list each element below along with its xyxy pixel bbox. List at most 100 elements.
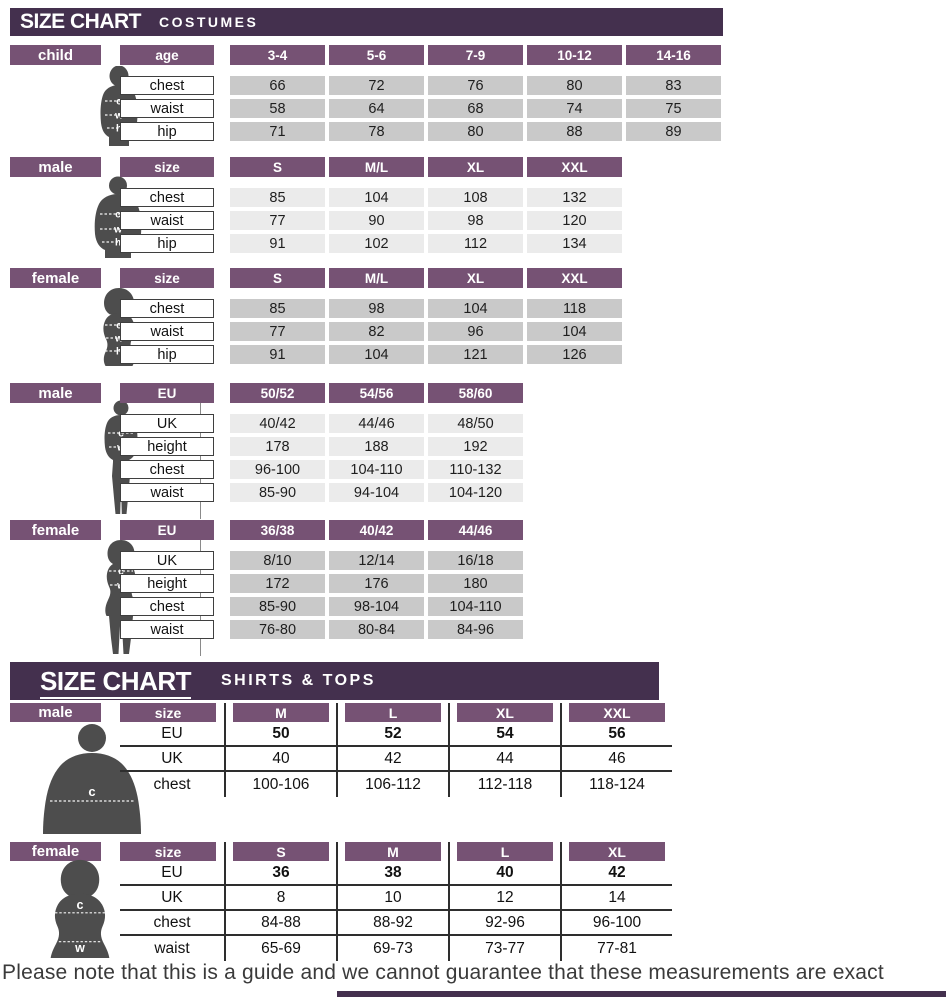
row-label: chest	[120, 911, 224, 936]
value-cell: 104-110	[428, 597, 523, 616]
value-cell: 88-92	[336, 911, 448, 936]
column-header-cell: M	[224, 703, 336, 722]
column-header: M/L	[329, 268, 424, 288]
value-cell: 80-84	[329, 620, 424, 639]
row-spacer	[120, 69, 725, 72]
row-label: waist	[120, 620, 214, 639]
value-cell: 96-100	[560, 911, 672, 936]
value-cell: 76-80	[230, 620, 325, 639]
value-cell: 66	[230, 76, 325, 95]
hip-letter: h	[116, 347, 122, 358]
column-header: M/L	[329, 157, 424, 177]
value-cell: 84-96	[428, 620, 523, 639]
value-cell: 120	[527, 211, 622, 230]
gender-bar-female: female	[10, 268, 101, 288]
value-cell: 104	[428, 299, 523, 318]
row-label: waist	[120, 483, 214, 502]
row-label: UK	[120, 414, 214, 433]
male-eu-table: EU 50/52 54/56 58/60 UK 40/42 44/46 48/50 height…	[120, 383, 527, 502]
value-cell: 44	[448, 747, 560, 772]
chest-letter: c	[115, 210, 121, 221]
value-cell: 80	[428, 122, 523, 141]
female-shirt-figure-icon: c w	[50, 859, 110, 958]
value-cell: 84-88	[224, 911, 336, 936]
value-cell: 91	[230, 345, 325, 364]
value-cell: 89	[626, 122, 721, 141]
value-cell: 88	[527, 122, 622, 141]
value-cell: 118	[527, 299, 622, 318]
column-header-cell: XL	[560, 842, 672, 861]
value-cell: 176	[329, 574, 424, 593]
value-cell: 75	[626, 99, 721, 118]
value-cell: 58	[230, 99, 325, 118]
table-header-label: EU	[120, 520, 214, 540]
column-header: XXL	[527, 268, 622, 288]
column-header: 14-16	[626, 45, 721, 65]
column-header: 54/56	[329, 383, 424, 403]
gender-bar-shirts-female: female	[10, 842, 101, 861]
row-label: height	[120, 437, 214, 456]
value-cell: 40/42	[230, 414, 325, 433]
value-cell: 40	[448, 861, 560, 886]
value-cell: 121	[428, 345, 523, 364]
value-cell: 16/18	[428, 551, 523, 570]
column-header: L	[345, 703, 441, 722]
hip-letter: h	[115, 238, 121, 249]
value-cell: 56	[560, 722, 672, 747]
value-cell: 94-104	[329, 483, 424, 502]
value-cell: 98	[428, 211, 523, 230]
column-header: S	[230, 268, 325, 288]
row-label: waist	[154, 939, 190, 957]
chest-letter: c	[116, 97, 122, 108]
chest-letter: c	[116, 321, 122, 332]
value-cell: 192	[428, 437, 523, 456]
column-header-cell: S	[224, 842, 336, 861]
column-header: S	[230, 157, 325, 177]
table-header-label: size	[120, 703, 216, 722]
gender-bar-female-eu: female	[10, 520, 101, 540]
row-label: waist	[120, 211, 214, 230]
row-spacer	[120, 292, 626, 295]
column-header-cell: XXL	[560, 703, 672, 722]
value-cell: 40	[224, 747, 336, 772]
value-cell: 118-124	[560, 772, 672, 797]
child-costume-table: age 3-4 5-6 7-9 10-12 14-16 chest 66 72 76 80 83 wai…	[120, 45, 725, 141]
value-cell: 108	[428, 188, 523, 207]
value-cell: 110-132	[428, 460, 523, 479]
chest-letter: c	[77, 898, 84, 912]
table-header-label: size	[120, 268, 214, 288]
value-cell: 64	[329, 99, 424, 118]
row-label: EU	[120, 722, 224, 747]
column-header: 36/38	[230, 520, 325, 540]
value-cell: 72	[329, 76, 424, 95]
row-label: chest	[120, 76, 214, 95]
value-cell: 80	[527, 76, 622, 95]
gender-bar-shirts-male: male	[10, 703, 101, 722]
value-cell: 78	[329, 122, 424, 141]
chest-letter: c	[118, 567, 124, 578]
column-header: M	[233, 703, 329, 722]
gender-bar-child: child	[10, 45, 101, 65]
value-cell: 180	[428, 574, 523, 593]
value-cell: 104	[329, 188, 424, 207]
value-cell: 82	[329, 322, 424, 341]
value-cell: 100-106	[224, 772, 336, 797]
value-cell: 83	[626, 76, 721, 95]
value-cell: 68	[428, 99, 523, 118]
row-label: height	[120, 574, 214, 593]
column-header: L	[457, 842, 553, 861]
value-cell: 10	[336, 886, 448, 911]
cutoff-next-header-bar	[337, 991, 946, 997]
column-header: XXL	[527, 157, 622, 177]
height-measure-line	[200, 534, 201, 656]
column-header: XL	[428, 157, 523, 177]
value-cell: 98	[329, 299, 424, 318]
column-header-cell: M	[336, 842, 448, 861]
column-header: M	[345, 842, 441, 861]
gender-bar-male-eu: male	[10, 383, 101, 403]
value-cell: 178	[230, 437, 325, 456]
value-cell: 98-104	[329, 597, 424, 616]
value-cell: 52	[336, 722, 448, 747]
value-cell: 77	[230, 211, 325, 230]
